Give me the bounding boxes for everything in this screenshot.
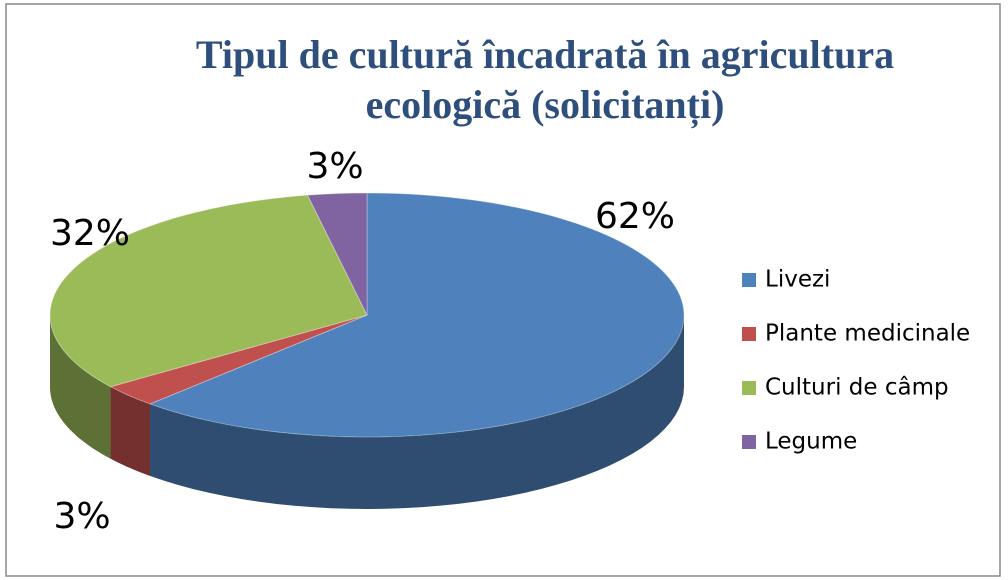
slice	[49, 194, 368, 388]
data-label: 3%	[306, 146, 363, 187]
data-label: 32%	[50, 213, 130, 254]
legend-swatch	[742, 381, 756, 395]
frame	[5, 3, 1001, 577]
slice-side	[149, 315, 685, 509]
slice	[109, 314, 368, 405]
legend-label: Culturi de câmp	[765, 375, 949, 401]
legend-label: Livezi	[765, 267, 830, 293]
chart-title: Tipul de cultură încadrată în agricultur…	[195, 32, 895, 127]
slice-side	[110, 386, 150, 476]
legend-label: Legume	[765, 429, 857, 455]
data-label: 3%	[53, 496, 110, 537]
legend-swatch	[742, 435, 756, 449]
slice	[148, 192, 685, 438]
slice	[306, 192, 368, 316]
legend-label: Plante medicinale	[765, 321, 970, 347]
slice-side	[50, 315, 111, 459]
legend-swatch	[742, 327, 756, 341]
data-label: 62%	[595, 196, 675, 237]
legend-swatch	[742, 273, 756, 287]
